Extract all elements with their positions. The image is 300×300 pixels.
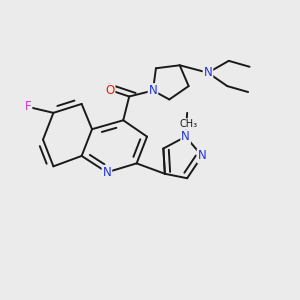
Text: N: N	[103, 166, 111, 179]
Text: N: N	[148, 84, 157, 97]
Text: CH₃: CH₃	[180, 119, 198, 129]
Text: N: N	[204, 66, 212, 79]
Text: N: N	[198, 149, 206, 162]
Text: N: N	[181, 130, 190, 143]
Text: O: O	[105, 84, 115, 97]
Text: F: F	[25, 100, 32, 113]
